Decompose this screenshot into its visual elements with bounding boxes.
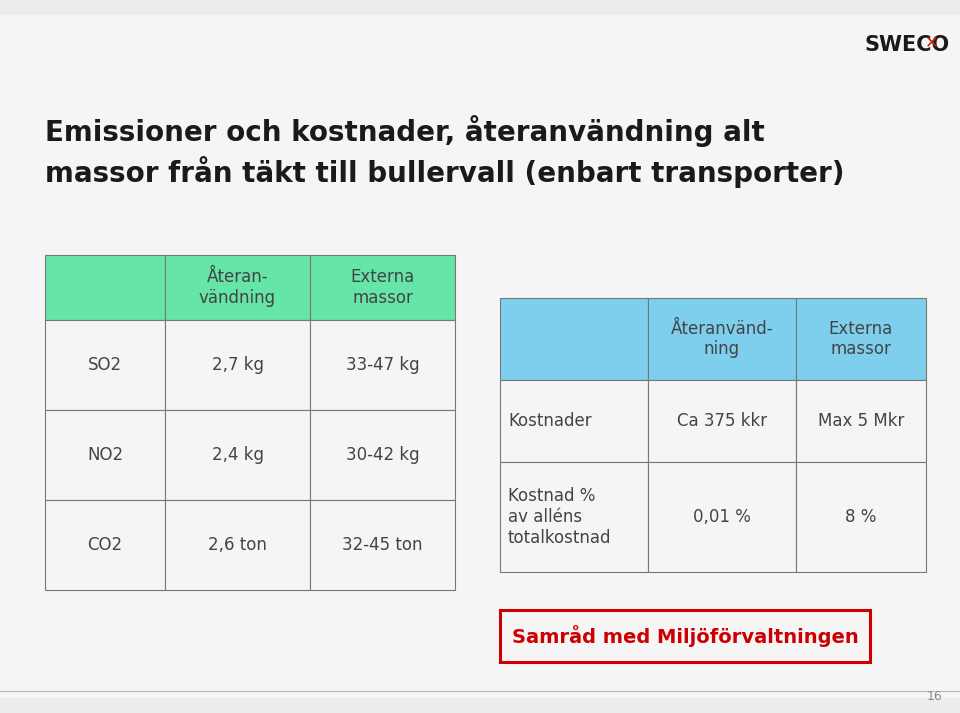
Text: Samråd med Miljöförvaltningen: Samråd med Miljöförvaltningen [512,625,858,647]
Bar [796,298,926,380]
Bar [310,410,455,500]
Text: CO2: CO2 [87,536,123,554]
Text: 33-47 kg: 33-47 kg [346,356,420,374]
Text: 16: 16 [926,690,942,703]
Text: NO2: NO2 [87,446,123,464]
Bar [310,255,455,320]
Text: Emissioner och kostnader, återanvändning alt
massor från täkt till bullervall (e: Emissioner och kostnader, återanvändning… [45,115,845,188]
Bar [45,410,165,500]
Text: SWECO: SWECO [865,35,950,55]
Bar [165,320,310,410]
Bar [310,500,455,590]
Text: Återan-
vändning: Återan- vändning [199,268,276,307]
Bar [165,410,310,500]
Text: 32-45 ton: 32-45 ton [343,536,422,554]
Bar [310,320,455,410]
Bar [796,380,926,462]
Text: 30-42 kg: 30-42 kg [346,446,420,464]
Bar [500,380,648,462]
Bar [500,462,648,572]
Bar [648,462,796,572]
Bar [165,255,310,320]
Text: 2,4 kg: 2,4 kg [211,446,263,464]
Text: Externa
massor: Externa massor [828,319,893,359]
Bar [648,380,796,462]
Text: 2,6 ton: 2,6 ton [208,536,267,554]
Text: 8 %: 8 % [846,508,876,526]
Text: 2,7 kg: 2,7 kg [211,356,263,374]
Bar [500,298,648,380]
Text: Kostnad %
av alléns
totalkostnad: Kostnad % av alléns totalkostnad [508,487,612,547]
Text: Max 5 Mkr: Max 5 Mkr [818,412,904,430]
Bar [45,255,165,320]
Text: Återanvänd-
ning: Återanvänd- ning [671,319,774,359]
Text: 0,01 %: 0,01 % [693,508,751,526]
Text: Kostnader: Kostnader [508,412,591,430]
Bar [45,320,165,410]
Bar [165,500,310,590]
Text: Ca 375 kkr: Ca 375 kkr [677,412,767,430]
Text: ✕: ✕ [925,33,939,51]
Bar [45,500,165,590]
Bar [500,610,870,662]
Bar [648,298,796,380]
Bar [796,462,926,572]
Text: Externa
massor: Externa massor [350,268,415,307]
Bar [0,0,960,15]
Text: SO2: SO2 [88,356,122,374]
